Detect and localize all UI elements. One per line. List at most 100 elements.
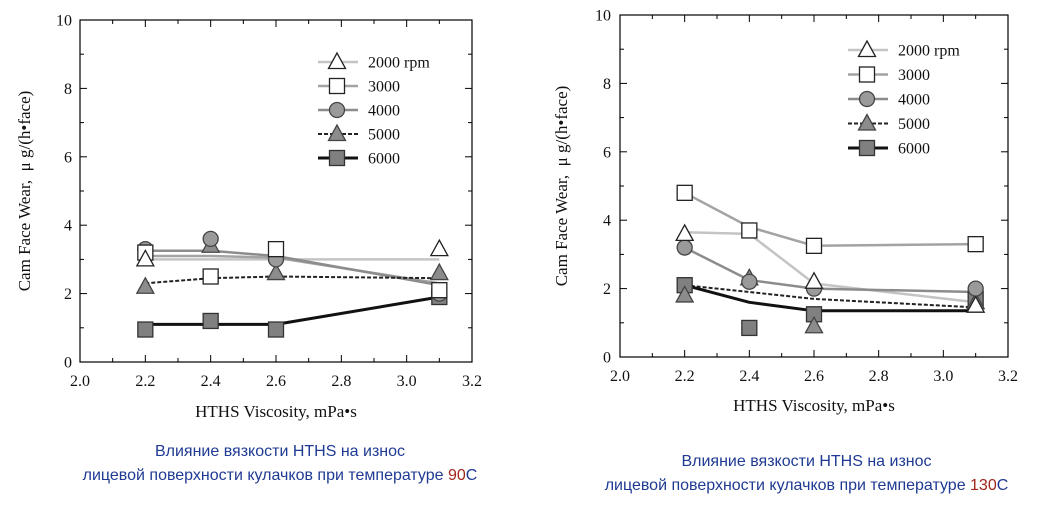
data-point bbox=[431, 282, 448, 299]
series-line bbox=[145, 249, 440, 287]
y-tick-label: 6 bbox=[64, 149, 72, 166]
legend-marker bbox=[327, 123, 347, 142]
y-axis-label: Cam Face Wear, μ g/(h•face) bbox=[552, 86, 571, 287]
legend: 2000 rpm 3000 4000 5000 6000 bbox=[848, 39, 960, 158]
y-tick-label: 2 bbox=[603, 281, 611, 298]
series-line bbox=[684, 191, 976, 248]
data-point bbox=[741, 273, 758, 290]
y-tick-label: 8 bbox=[603, 76, 611, 93]
x-tick-label: 2.8 bbox=[869, 368, 889, 385]
data-point bbox=[805, 237, 823, 255]
series-line bbox=[684, 283, 976, 313]
caption-line-1: Влияние вязкости HTHS на износ bbox=[681, 453, 932, 470]
series-line bbox=[684, 230, 976, 304]
x-tick-label: 2.4 bbox=[201, 373, 221, 390]
x-tick-label: 2.2 bbox=[135, 373, 155, 390]
data-point bbox=[137, 321, 154, 338]
x-tick-label: 2.0 bbox=[610, 368, 630, 385]
caption-unit: С bbox=[996, 477, 1009, 494]
data-point bbox=[676, 239, 693, 256]
data-point bbox=[804, 271, 824, 289]
y-tick-label: 0 bbox=[64, 355, 72, 372]
y-tick-label: 8 bbox=[64, 81, 72, 98]
x-tick-label: 2.8 bbox=[331, 373, 351, 390]
data-point bbox=[741, 222, 758, 239]
legend-marker bbox=[328, 77, 346, 95]
y-tick-label: 10 bbox=[56, 13, 72, 30]
data-point bbox=[135, 249, 155, 267]
legend-label: 4000 bbox=[898, 92, 930, 109]
legend-marker bbox=[327, 51, 347, 70]
x-tick-label: 2.0 bbox=[70, 373, 90, 390]
caption-line-2: лицевой поверхности кулачков при темпера… bbox=[20, 464, 540, 488]
data-point bbox=[267, 321, 285, 338]
legend-marker bbox=[857, 113, 877, 131]
caption-line-2-text: лицевой поверхности кулачков при темпера… bbox=[604, 477, 971, 494]
legend-marker bbox=[858, 139, 876, 157]
legend: 2000 rpm 3000 4000 5000 6000 bbox=[318, 51, 430, 168]
legend-marker bbox=[858, 66, 876, 83]
x-tick-label: 3.0 bbox=[933, 368, 953, 385]
x-tick-label: 2.2 bbox=[675, 368, 695, 385]
data-point bbox=[429, 238, 449, 257]
x-axis-label: HTHS Viscosity, mPa•s bbox=[195, 402, 357, 421]
series-line bbox=[145, 275, 440, 285]
x-tick-label: 3.2 bbox=[462, 373, 482, 390]
data-point bbox=[267, 240, 285, 258]
data-point bbox=[804, 315, 824, 334]
caption-left: Влияние вязкости HTHS на износ лицевой п… bbox=[20, 440, 540, 488]
legend-label: 2000 rpm bbox=[368, 55, 430, 72]
y-tick-label: 2 bbox=[64, 286, 72, 303]
data-point bbox=[675, 223, 695, 242]
data-point bbox=[202, 312, 219, 330]
x-tick-label: 2.6 bbox=[266, 373, 286, 390]
series-line bbox=[145, 295, 440, 326]
legend-label: 2000 rpm bbox=[898, 43, 960, 60]
data-point bbox=[967, 235, 984, 253]
caption-temperature: 130 bbox=[970, 477, 997, 494]
legend-marker bbox=[858, 90, 876, 108]
chart-panel: 2.0 2.2 2.4 2.6 2.8 3.0 3.2 0 2 4 6 8 10 HTHS Viscosi… bbox=[552, 8, 1018, 416]
legend-marker bbox=[328, 149, 346, 167]
data-point bbox=[202, 230, 219, 248]
data-point bbox=[967, 280, 984, 297]
legend-label: 5000 bbox=[898, 116, 930, 133]
caption-temperature: 90 bbox=[447, 467, 466, 484]
legend-label: 3000 bbox=[368, 79, 400, 96]
data-point bbox=[966, 295, 986, 313]
caption-right: Влияние вязкости HTHS на износ лицевой п… bbox=[560, 450, 1053, 498]
x-tick-label: 2.6 bbox=[804, 368, 824, 385]
data-point bbox=[675, 285, 695, 303]
legend-marker bbox=[328, 101, 346, 119]
data-point bbox=[135, 276, 155, 294]
caption-unit: С bbox=[465, 467, 478, 484]
x-axis-label: HTHS Viscosity, mPa•s bbox=[733, 396, 895, 415]
x-tick-label: 3.2 bbox=[998, 368, 1018, 385]
legend-marker bbox=[857, 39, 877, 58]
caption-line-2-text: лицевой поверхности кулачков при темпера… bbox=[82, 467, 448, 484]
data-point bbox=[266, 262, 286, 281]
legend-label: 4000 bbox=[368, 103, 400, 120]
data-point bbox=[429, 262, 449, 281]
y-tick-label: 4 bbox=[603, 213, 611, 230]
caption-line-1: Влияние вязкости HTHS на износ bbox=[154, 443, 406, 460]
x-tick-label: 3.0 bbox=[397, 373, 417, 390]
y-tick-label: 10 bbox=[595, 8, 611, 25]
legend-label: 5000 bbox=[368, 127, 400, 144]
legend-label: 3000 bbox=[898, 67, 930, 84]
x-tick-label: 2.4 bbox=[739, 368, 759, 385]
y-tick-label: 0 bbox=[603, 350, 611, 367]
chart-panel: 2.0 2.2 2.4 2.6 2.8 3.0 3.2 0 2 4 6 8 10 HTHS Viscosi… bbox=[15, 13, 482, 422]
y-axis-label: Cam Face Wear, μ g/(h•face) bbox=[15, 91, 34, 292]
legend-label: 6000 bbox=[898, 141, 930, 158]
data-point bbox=[741, 319, 758, 337]
y-tick-label: 4 bbox=[64, 218, 72, 235]
series-line bbox=[684, 246, 976, 294]
legend-label: 6000 bbox=[368, 151, 400, 168]
y-tick-label: 6 bbox=[603, 144, 611, 161]
data-point bbox=[676, 184, 693, 201]
series-line bbox=[684, 284, 976, 309]
data-point bbox=[202, 268, 219, 285]
caption-line-2: лицевой поверхности кулачков при темпера… bbox=[560, 474, 1053, 498]
